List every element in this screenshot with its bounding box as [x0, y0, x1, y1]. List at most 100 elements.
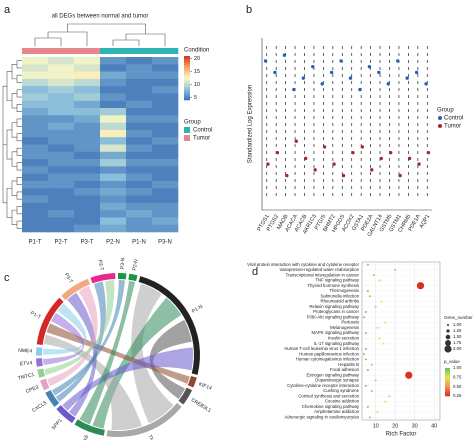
heatmap-cell	[48, 173, 75, 182]
colorbar-slice	[184, 75, 190, 77]
heatmap-cell	[100, 144, 127, 153]
column-label: P1-N	[132, 240, 146, 246]
node-label: P2-N	[132, 258, 140, 271]
x-axis-label: Rich Factor	[386, 432, 417, 438]
heatmap-cell	[22, 224, 49, 233]
dot	[282, 53, 287, 57]
heatmap-cell	[48, 202, 75, 211]
colorbar-slice	[445, 368, 450, 370]
y-axis-label: Standardized Log Expression	[248, 85, 254, 163]
heatmap-cell	[100, 115, 127, 123]
colorbar-slice	[184, 70, 190, 73]
dot	[313, 168, 317, 172]
dot	[360, 145, 365, 149]
heatmap-cell	[48, 108, 75, 116]
bubble	[366, 368, 369, 371]
colorbar-slice	[445, 380, 450, 383]
heatmap-cell	[22, 144, 49, 153]
heatmap-cell	[126, 166, 153, 174]
colorbar-slice	[184, 83, 190, 86]
heatmap-cell	[22, 202, 49, 211]
heatmap-cell	[100, 224, 127, 233]
colorbar-title: Condition	[184, 48, 209, 54]
legend-label: Control	[444, 116, 463, 122]
bubble	[384, 400, 387, 403]
heatmap-cell	[126, 144, 153, 153]
node-label: TMTC1	[17, 372, 35, 382]
heatmap-cell	[22, 210, 49, 218]
y-tick-label: Insulin secretion	[328, 336, 360, 341]
bubble	[362, 353, 365, 356]
dendrogram	[2, 60, 22, 229]
legend-label: 0.75	[453, 374, 462, 379]
heatmap-cell	[22, 100, 49, 109]
colorbar-slice	[445, 389, 450, 391]
heatmap-cell	[126, 210, 153, 218]
heatmap-cell	[74, 210, 101, 218]
heatmap-cell	[126, 217, 153, 226]
colorbar-tick-label: 20	[194, 56, 200, 62]
heatmap-cell	[152, 180, 179, 189]
bubble	[416, 282, 425, 290]
y-tick-label: Vasopressin-regulated water reabsorption	[280, 267, 360, 272]
heatmap-cell	[48, 144, 75, 153]
colorbar-slice	[445, 377, 450, 380]
bubble	[364, 384, 367, 387]
heatmap-cell	[48, 180, 75, 189]
heatmap-cell	[152, 93, 179, 102]
heatmap-cell	[22, 151, 49, 160]
dot	[414, 70, 419, 75]
colorbar-slice	[184, 86, 190, 89]
heatmap-cell	[126, 93, 153, 102]
colorbar-slice	[445, 390, 450, 393]
chord-arc	[178, 387, 193, 405]
y-tick-label: Transcriptional misregulation in cancer	[286, 272, 360, 277]
chord-arc	[118, 273, 127, 280]
bubble	[366, 405, 369, 408]
colorbar-slice	[445, 387, 450, 390]
heatmap-cell	[126, 180, 153, 189]
dot	[370, 168, 374, 172]
heatmap-cell	[126, 57, 153, 65]
colorbar-slice	[184, 56, 190, 58]
node-label: P1-N	[191, 304, 204, 315]
dot	[273, 70, 277, 75]
bubble	[370, 363, 373, 366]
bubble	[368, 416, 371, 419]
dot	[389, 150, 393, 155]
colorbar-slice	[445, 376, 450, 379]
bubble	[362, 316, 365, 319]
legend-label: 1.25	[453, 328, 462, 333]
legend-label: Control	[193, 128, 212, 134]
node-label: KLK6	[80, 434, 90, 440]
heatmap-cell	[152, 144, 179, 153]
y-tick-label: Hepatitis B	[338, 362, 359, 367]
heatmap-cell	[48, 217, 75, 226]
heatmap-cell	[74, 108, 101, 116]
colorbar-slice	[184, 58, 190, 61]
dot	[426, 150, 431, 155]
bubble	[405, 371, 413, 379]
heatmap-cell	[48, 115, 75, 123]
heatmap-cell	[22, 86, 49, 94]
y-tick-label: PI3K-Akt signaling pathway	[307, 314, 360, 319]
heatmap-cell	[74, 202, 101, 211]
group-bar	[152, 48, 179, 54]
heatmap-cell	[100, 71, 127, 80]
chord-ribbon	[43, 303, 87, 355]
colorbar-slice	[184, 64, 190, 67]
heatmap-cell	[100, 93, 127, 102]
heatmap-cell	[74, 86, 101, 94]
colorbar-slice	[184, 63, 190, 66]
axis	[261, 38, 432, 211]
y-tick-label: Rheumatoid arthritis	[321, 299, 359, 304]
heatmap-cell	[74, 159, 101, 167]
panel-letter: c	[4, 272, 10, 284]
heatmap-cell	[126, 159, 153, 167]
heatmap-title: all DEGs between normal and tumor	[52, 14, 149, 20]
chord-ribbon	[92, 297, 182, 429]
legend-label: 1.00	[453, 365, 462, 370]
heatmap-cell	[22, 195, 49, 204]
heatmap-cell	[126, 78, 153, 87]
heatmap-cell	[100, 86, 127, 94]
